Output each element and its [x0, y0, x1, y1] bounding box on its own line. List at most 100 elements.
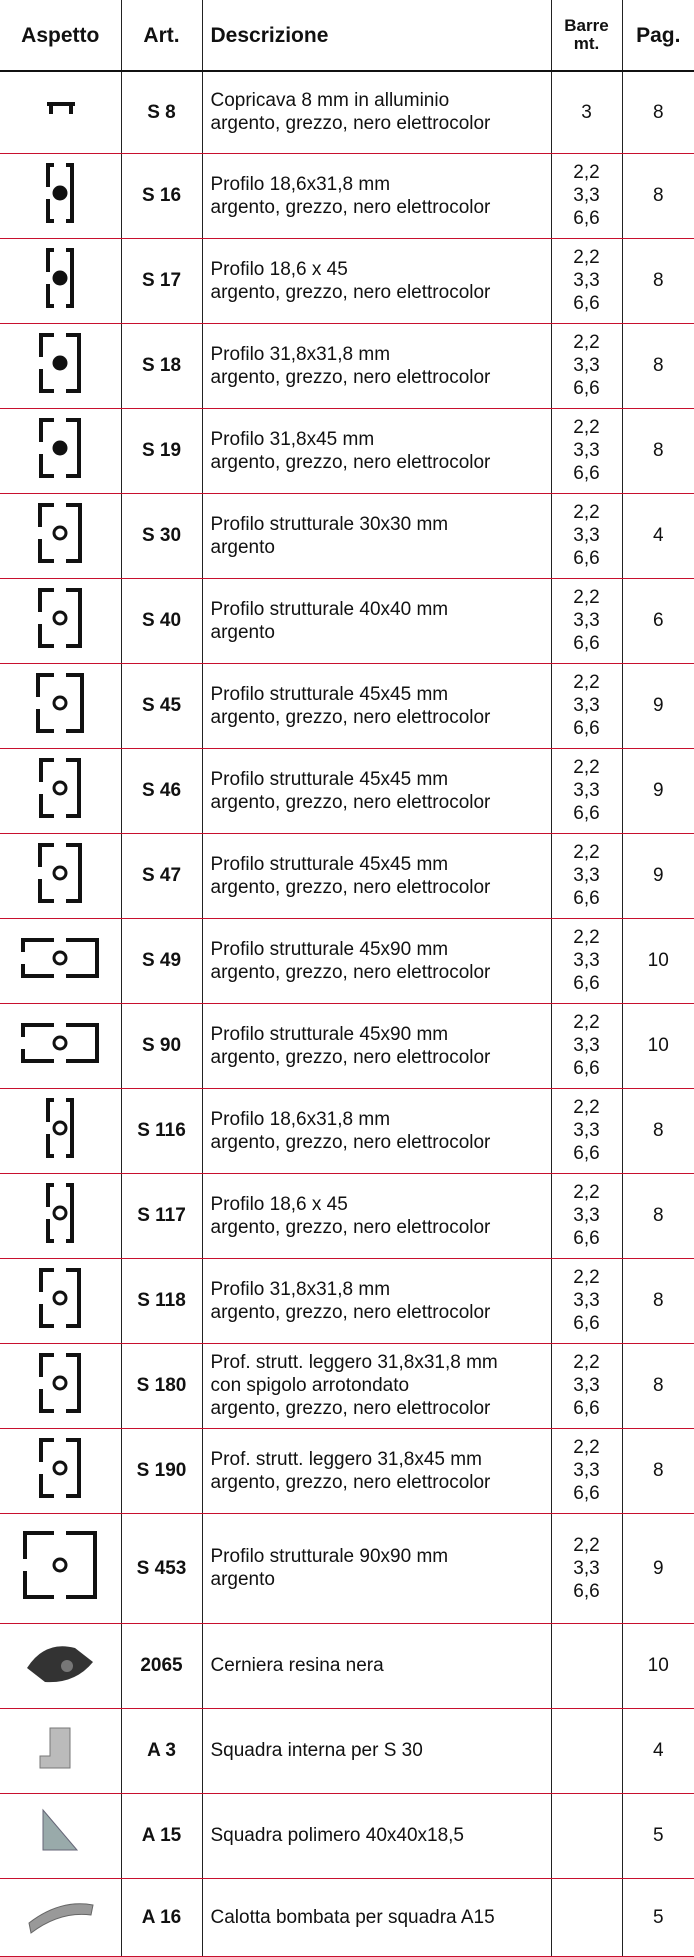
description-cell: Profilo strutturale 90x90 mm argento: [201, 1513, 551, 1624]
page-cell: 8: [621, 1088, 694, 1174]
bar-length: 2,2: [573, 1267, 600, 1288]
article-cell: A 15: [120, 1793, 202, 1879]
page-cell: 10: [621, 1003, 694, 1089]
bar-length: 2,2: [573, 1182, 600, 1203]
description-line: Profilo 18,6 x 45: [210, 1193, 348, 1215]
bar-length: 3,3: [573, 1120, 600, 1141]
description-line: Profilo 31,8x45 mm: [210, 428, 375, 450]
product-icon: [42, 1808, 79, 1850]
description-line: argento, grezzo, nero elettrocolor: [210, 1398, 491, 1419]
bar-length: 2,2: [573, 1097, 600, 1118]
bar-length: 6,6: [573, 633, 600, 654]
description-cell: Prof. strutt. leggero 31,8x45 mm argento,…: [201, 1428, 551, 1514]
description-cell: Profilo strutturale 45x45 mm argento, gre…: [201, 833, 551, 919]
description-line: argento, grezzo, nero elettrocolor: [210, 113, 491, 135]
description-line: argento, grezzo, nero elettrocolor: [210, 451, 491, 473]
description-line: Squadra interna per S 30: [210, 1740, 423, 1761]
product-icon: [46, 1097, 75, 1158]
aspect-cell: [0, 1878, 121, 1957]
page-cell: 9: [621, 833, 694, 919]
bar-length: 3,3: [573, 1557, 600, 1579]
bar-length: 3,3: [573, 1375, 600, 1396]
article-cell: S 47: [120, 833, 202, 919]
bar-length: 3,3: [573, 1035, 600, 1056]
article-cell: S 30: [120, 493, 202, 579]
bar-length-cell: 2,2 3,3 6,6: [550, 1173, 622, 1259]
page-cell: 8: [621, 408, 694, 494]
article-cell: S 45: [120, 663, 202, 749]
bar-length: 3: [581, 101, 592, 123]
description-line: Profilo 31,8x31,8 mm: [210, 343, 391, 365]
bar-length: 2,2: [573, 417, 600, 438]
bar-length: 6,6: [573, 1143, 600, 1164]
table-row: S 18 Profilo 31,8x31,8 mm argento, grezzo,…: [0, 323, 694, 409]
description-line: Profilo strutturale 45x90 mm: [210, 1023, 449, 1045]
page-cell: 8: [621, 71, 694, 154]
bar-length-cell: 2,2 3,3 6,6: [550, 1428, 622, 1514]
article-cell: A 16: [120, 1878, 202, 1957]
product-icon: [47, 102, 76, 115]
description-line: argento, grezzo, nero elettrocolor: [210, 1216, 491, 1238]
table-row: S 17 Profilo 18,6 x 45 argento, grezzo, ne…: [0, 238, 694, 324]
bar-length: 2,2: [573, 247, 600, 268]
page-cell: 8: [621, 1343, 694, 1429]
description-line: Profilo 18,6x31,8 mm: [210, 173, 391, 195]
aspect-cell: [0, 153, 121, 239]
product-icon: [39, 1267, 82, 1328]
aspect-cell: [0, 238, 121, 324]
description-cell: Copricava 8 mm in alluminio argento, grez…: [201, 71, 551, 154]
bar-length: 2,2: [573, 587, 600, 608]
description-line: Profilo strutturale 45x45 mm: [210, 853, 449, 875]
table-row: S 190 Prof. strutt. leggero 31,8x45 mm arg…: [0, 1428, 694, 1514]
bar-length: 2,2: [573, 332, 600, 353]
description-cell: Squadra polimero 40x40x18,5: [201, 1793, 551, 1879]
aspect-cell: [0, 1513, 121, 1624]
description-cell: Profilo 31,8x45 mm argento, grezzo, nero …: [201, 408, 551, 494]
product-icon: [38, 502, 83, 563]
aspect-cell: [0, 1343, 121, 1429]
bar-length-cell: [550, 1878, 622, 1957]
bar-length: 2,2: [573, 1437, 600, 1458]
bar-length-cell: 2,2 3,3 6,6: [550, 1343, 622, 1429]
article-cell: S 19: [120, 408, 202, 494]
aspect-cell: [0, 918, 121, 1004]
aspect-cell: [0, 1793, 121, 1879]
description-line: Profilo strutturale 45x45 mm: [210, 768, 449, 790]
aspect-cell: [0, 748, 121, 834]
description-line: argento, grezzo, nero elettrocolor: [210, 196, 491, 218]
description-line: argento, grezzo, nero elettrocolor: [210, 366, 491, 388]
article-cell: S 90: [120, 1003, 202, 1089]
bar-length: 2,2: [573, 757, 600, 778]
description-cell: Profilo strutturale 45x90 mm argento, gre…: [201, 918, 551, 1004]
description-cell: Profilo 18,6x31,8 mm argento, grezzo, ner…: [201, 153, 551, 239]
product-icon: [28, 1903, 94, 1934]
article-cell: S 453: [120, 1513, 202, 1624]
product-icon: [46, 162, 75, 223]
header-row: Aspetto Art. Descrizione Barre mt. Pag.: [0, 0, 694, 72]
description-cell: Profilo 31,8x31,8 mm argento, grezzo, ner…: [201, 1258, 551, 1344]
description-line: argento: [210, 536, 275, 558]
bar-length: 6,6: [573, 1398, 600, 1419]
bar-length-cell: 2,2 3,3 6,6: [550, 748, 622, 834]
description-cell: Profilo 18,6x31,8 mm argento, grezzo, ner…: [201, 1088, 551, 1174]
bar-length: 3,3: [573, 695, 600, 716]
aspect-cell: [0, 578, 121, 664]
article-cell: S 16: [120, 153, 202, 239]
page-cell: 9: [621, 663, 694, 749]
header-line: Barre: [564, 16, 609, 35]
description-line: argento, grezzo, nero elettrocolor: [210, 1046, 491, 1068]
bar-length: 3,3: [573, 355, 600, 376]
description-line: Profilo strutturale 90x90 mm: [210, 1546, 449, 1567]
bar-length-cell: 2,2 3,3 6,6: [550, 408, 622, 494]
article-cell: S 49: [120, 918, 202, 1004]
bar-length: 3,3: [573, 185, 600, 206]
page-cell: 6: [621, 578, 694, 664]
description-cell: Profilo 18,6 x 45 argento, grezzo, nero e…: [201, 1173, 551, 1259]
table-row: S 47 Profilo strutturale 45x45 mm argento,…: [0, 833, 694, 919]
description-cell: Calotta bombata per squadra A15: [201, 1878, 551, 1957]
header-cell: Pag.: [621, 0, 694, 72]
bar-length-cell: 3: [550, 71, 622, 154]
page-cell: 8: [621, 1258, 694, 1344]
description-line: Profilo strutturale 30x30 mm: [210, 513, 449, 535]
bar-length: 3,3: [573, 440, 600, 461]
